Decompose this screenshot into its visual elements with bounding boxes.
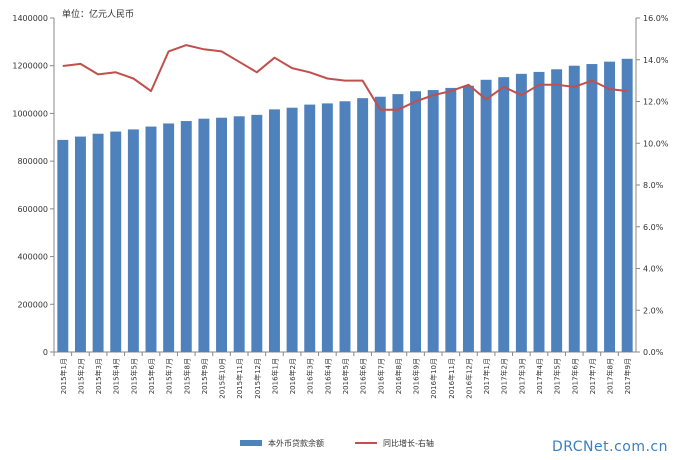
bar-series [57,58,633,353]
x-tick-label: 2016年8月 [394,358,403,394]
y-right-tick-label: 12.0% [643,98,669,107]
x-tick-label: 2015年5月 [129,358,138,394]
bar [427,90,439,352]
bar [321,103,333,352]
y-right-tick-label: 4.0% [643,265,664,274]
bar [357,98,369,352]
x-tick-labels: 2015年1月 2015年2月 2015年3月 2015年4月 2015年5月 2015年… [53,352,632,399]
x-tick-label: 2017年7月 [588,358,597,394]
y-left-tick-label: 1400000 [12,14,48,23]
bar [110,131,122,352]
bar [604,61,616,353]
y-right-tick-label: 8.0% [643,181,664,190]
x-tick-label: 2017年1月 [482,358,491,394]
bar [586,64,598,353]
unit-label: 单位：亿元人民币 [62,8,134,20]
bar [374,96,386,352]
x-tick-label: 2017年4月 [535,358,544,394]
bar [392,94,404,353]
y-right-tick-label: 14.0% [643,56,669,65]
bar [410,91,422,353]
bar [480,79,492,352]
bar [533,71,545,352]
x-tick-label: 2016年6月 [359,358,368,394]
x-tick-label: 2016年2月 [288,358,297,394]
y-left-tick-label: 200000 [17,300,48,309]
bar [198,118,210,352]
x-tick-label: 2015年3月 [94,358,103,394]
x-tick-label: 2015年9月 [200,358,209,394]
y-right-tick-label: 16.0% [643,14,669,23]
x-tick-label: 2016年7月 [376,358,385,394]
x-tick-label: 2016年4月 [323,358,332,394]
x-tick-label: 2016年11月 [447,358,456,399]
bar [145,126,157,352]
bar [163,123,175,352]
x-tick-label: 2015年1月 [59,358,68,394]
y-left-tick-label: 400000 [17,253,48,262]
x-tick-label: 2016年9月 [412,358,421,394]
line-series [62,44,628,111]
x-tick-label: 2015年7月 [165,358,174,394]
legend-bar-swatch [240,440,262,446]
bar [551,69,563,353]
x-tick-label: 2016年5月 [341,358,350,394]
bar [286,107,298,353]
x-tick-label: 2015年11月 [235,358,244,399]
x-tick-label: 2016年1月 [270,358,279,394]
bar [445,87,457,352]
x-tick-label: 2015年2月 [76,358,85,394]
x-tick-label: 2016年10月 [429,358,438,399]
bar [304,104,316,352]
y-left-tick-label: 0 [43,348,48,357]
legend-bar-label: 本外币贷款余额 [268,438,324,448]
growth-line [62,44,628,111]
bar [74,136,86,352]
y-left-tick-label: 600000 [17,205,48,214]
y-left-tick-label: 800000 [17,157,48,166]
x-tick-label: 2016年12月 [464,358,473,399]
bar [498,77,510,352]
bar [180,121,192,352]
x-tick-label: 2017年2月 [500,358,509,394]
bar [216,117,228,352]
y-right-tick-label: 10.0% [643,139,669,148]
y-left-tick-label: 1200000 [12,62,48,71]
x-tick-label: 2017年5月 [553,358,562,394]
bar [462,85,474,353]
legend-line-label: 同比增长-右轴 [383,438,434,448]
x-tick-label: 2015年6月 [147,358,156,394]
x-tick-label: 2017年3月 [517,358,526,394]
y-right-tick-label: 2.0% [643,306,664,315]
legend: 本外币贷款余额 同比增长-右轴 [240,438,434,448]
bar [568,65,580,352]
x-tick-label: 2017年8月 [606,358,615,394]
x-tick-label: 2015年12月 [253,358,262,399]
bar [621,58,633,352]
y-right-tick-label: 6.0% [643,223,664,232]
watermark: DRCNet.com.cn [552,439,668,455]
bar [339,101,351,352]
x-tick-label: 2017年6月 [570,358,579,394]
y-right-tick-label: 0.0% [643,348,664,357]
x-tick-label: 2015年4月 [112,358,121,394]
bar [57,139,69,352]
x-tick-label: 2015年10月 [218,358,227,399]
x-tick-label: 2017年9月 [623,358,632,394]
bar [127,129,139,352]
bar [515,73,527,352]
y-left-tick-label: 1000000 [12,109,48,118]
x-tick-label: 2016年3月 [306,358,315,394]
bar [268,109,280,352]
bar [251,114,263,352]
bar [92,133,104,352]
x-tick-label: 2015年8月 [182,358,191,394]
bar [233,116,245,352]
